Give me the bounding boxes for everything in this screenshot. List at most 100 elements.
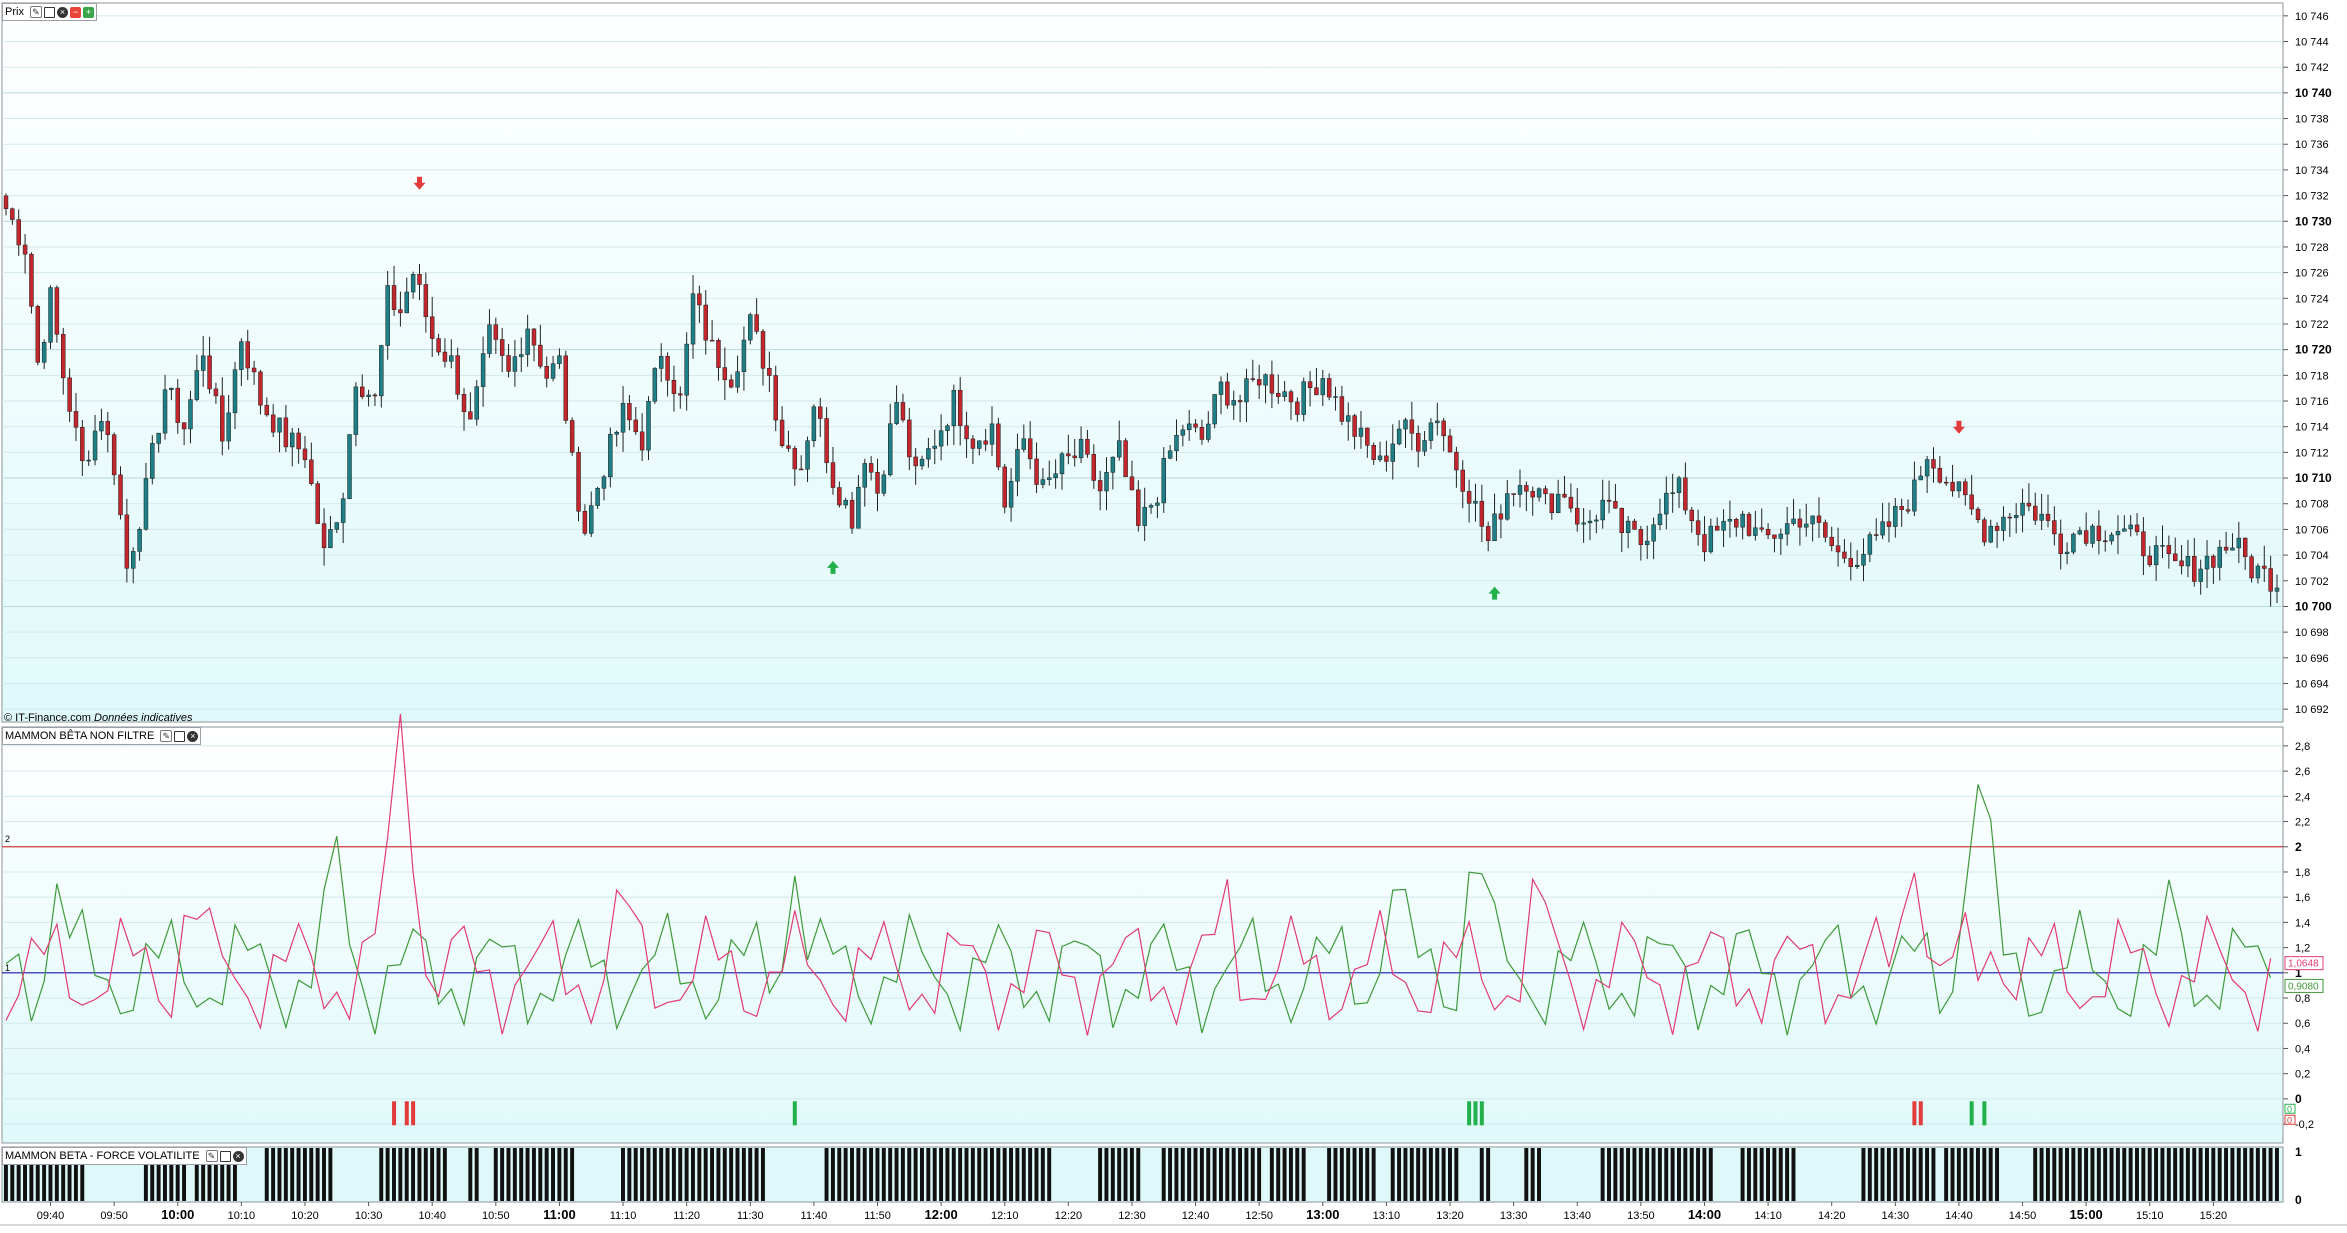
candle — [627, 403, 632, 421]
volatility-bar — [10, 1148, 15, 1201]
candle — [569, 420, 575, 453]
beta-panel — [1, 726, 2284, 1144]
candle — [48, 287, 53, 343]
candle — [2071, 533, 2076, 553]
volatility-bar — [2192, 1148, 2197, 1201]
indicator-add-icon[interactable]: + — [82, 6, 94, 18]
price-panel-title: Prix — [5, 6, 24, 18]
candle — [1174, 434, 1179, 452]
candle — [1415, 433, 1421, 452]
candle — [1778, 533, 1784, 539]
candle — [601, 476, 607, 489]
price-tick-label: 10 730 — [2295, 214, 2332, 228]
volatility-bar — [729, 1148, 734, 1201]
time-tick-label: 12:20 — [1055, 1210, 1083, 1222]
candle — [1301, 381, 1306, 415]
candle — [1530, 491, 1535, 498]
volatility-bar — [1104, 1148, 1109, 1201]
time-tick-label: 10:00 — [161, 1207, 194, 1222]
close-icon[interactable]: × — [56, 6, 68, 18]
candle — [1123, 440, 1128, 478]
candle — [239, 341, 244, 370]
price-tick-label: 10 704 — [2295, 550, 2329, 562]
candle — [1136, 489, 1141, 526]
price-tick-label: 10 722 — [2295, 319, 2329, 331]
volatility-bar — [2179, 1148, 2184, 1201]
indicator-remove-icon[interactable]: − — [69, 6, 81, 18]
last-value-label: 0,9080 — [2288, 981, 2319, 992]
threshold-label: 2 — [5, 834, 10, 844]
candle — [1027, 438, 1033, 460]
volatility-bar — [1963, 1148, 1968, 1201]
candle — [1403, 419, 1408, 430]
candle — [977, 440, 982, 449]
data-credit: © IT-Finance.com Données indicatives — [4, 712, 192, 724]
candle — [455, 355, 460, 395]
candle — [2020, 502, 2025, 516]
candle — [1250, 378, 1256, 380]
candle — [1721, 520, 1726, 531]
candle — [162, 389, 168, 434]
window-icon[interactable] — [174, 730, 186, 742]
candle — [111, 434, 117, 476]
candle — [251, 367, 257, 373]
volatility-bar — [1886, 1148, 1891, 1201]
volatility-bar — [1657, 1148, 1662, 1201]
volatility-bar — [1206, 1148, 1211, 1201]
candle — [837, 487, 842, 506]
volatility-bar — [2249, 1148, 2254, 1201]
volatility-bar — [1250, 1148, 1255, 1201]
candle — [1829, 536, 1834, 547]
candle — [366, 394, 371, 397]
candle — [576, 452, 581, 512]
close-icon[interactable]: × — [187, 730, 199, 742]
time-tick-label: 12:00 — [924, 1207, 957, 1222]
volatility-bar — [1168, 1148, 1173, 1201]
volatility-bar — [506, 1148, 511, 1201]
sell-arrow-icon — [413, 176, 426, 190]
wrench-icon[interactable]: ✎ — [160, 730, 173, 742]
volatility-bar — [538, 1148, 543, 1201]
credit-source: © IT-Finance.com — [4, 712, 91, 724]
candle — [1505, 493, 1510, 520]
volatility-bar — [80, 1148, 85, 1201]
candle — [1746, 513, 1752, 536]
volatility-bar — [417, 1148, 422, 1201]
volatility-bar — [1193, 1148, 1198, 1201]
candle — [818, 406, 823, 419]
candle — [200, 355, 206, 371]
candle — [1810, 515, 1815, 525]
close-icon[interactable]: × — [232, 1150, 244, 1162]
volatility-bar — [1257, 1148, 1262, 1201]
candle — [1371, 445, 1376, 460]
candle — [1231, 400, 1236, 406]
candle — [760, 331, 766, 369]
candle — [385, 285, 390, 346]
window-icon[interactable] — [219, 1150, 231, 1162]
candle — [340, 498, 346, 523]
candle — [436, 338, 441, 353]
time-tick-label: 12:40 — [1182, 1210, 1210, 1222]
volatility-bar — [760, 1148, 765, 1201]
candle — [290, 432, 295, 448]
volatility-bar — [1600, 1148, 1605, 1201]
volatility-bar — [951, 1148, 956, 1201]
candle — [512, 356, 518, 372]
volatility-bar — [1696, 1148, 1701, 1201]
candle — [741, 339, 747, 373]
wrench-icon[interactable]: ✎ — [205, 1150, 218, 1162]
volatility-bar — [2268, 1148, 2273, 1201]
candle — [1148, 505, 1154, 508]
volatility-bar — [716, 1148, 721, 1201]
volatility-bar — [659, 1148, 664, 1201]
beta-tick-label: 1,8 — [2295, 867, 2310, 879]
volatility-bar — [1238, 1148, 1243, 1201]
candle — [99, 421, 104, 432]
wrench-icon[interactable]: ✎ — [29, 6, 42, 18]
candle — [767, 367, 772, 376]
candle — [474, 386, 479, 420]
volatility-bar — [665, 1148, 670, 1201]
candle — [2052, 520, 2057, 535]
window-icon[interactable] — [43, 6, 55, 18]
volatility-bar — [1638, 1148, 1643, 1201]
